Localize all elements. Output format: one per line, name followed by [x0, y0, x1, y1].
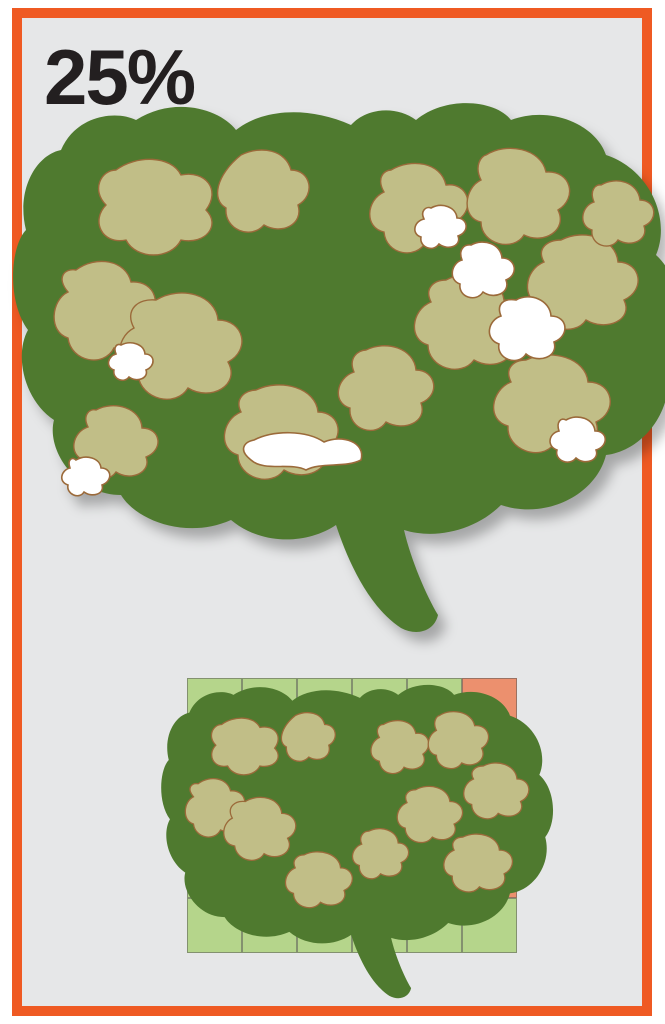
diseased-leaf-illustration: [6, 100, 665, 640]
grid-overlay-section: [157, 678, 557, 1008]
leaf-thumbnail: [157, 683, 557, 1003]
infographic-card: 25%: [12, 8, 652, 1016]
